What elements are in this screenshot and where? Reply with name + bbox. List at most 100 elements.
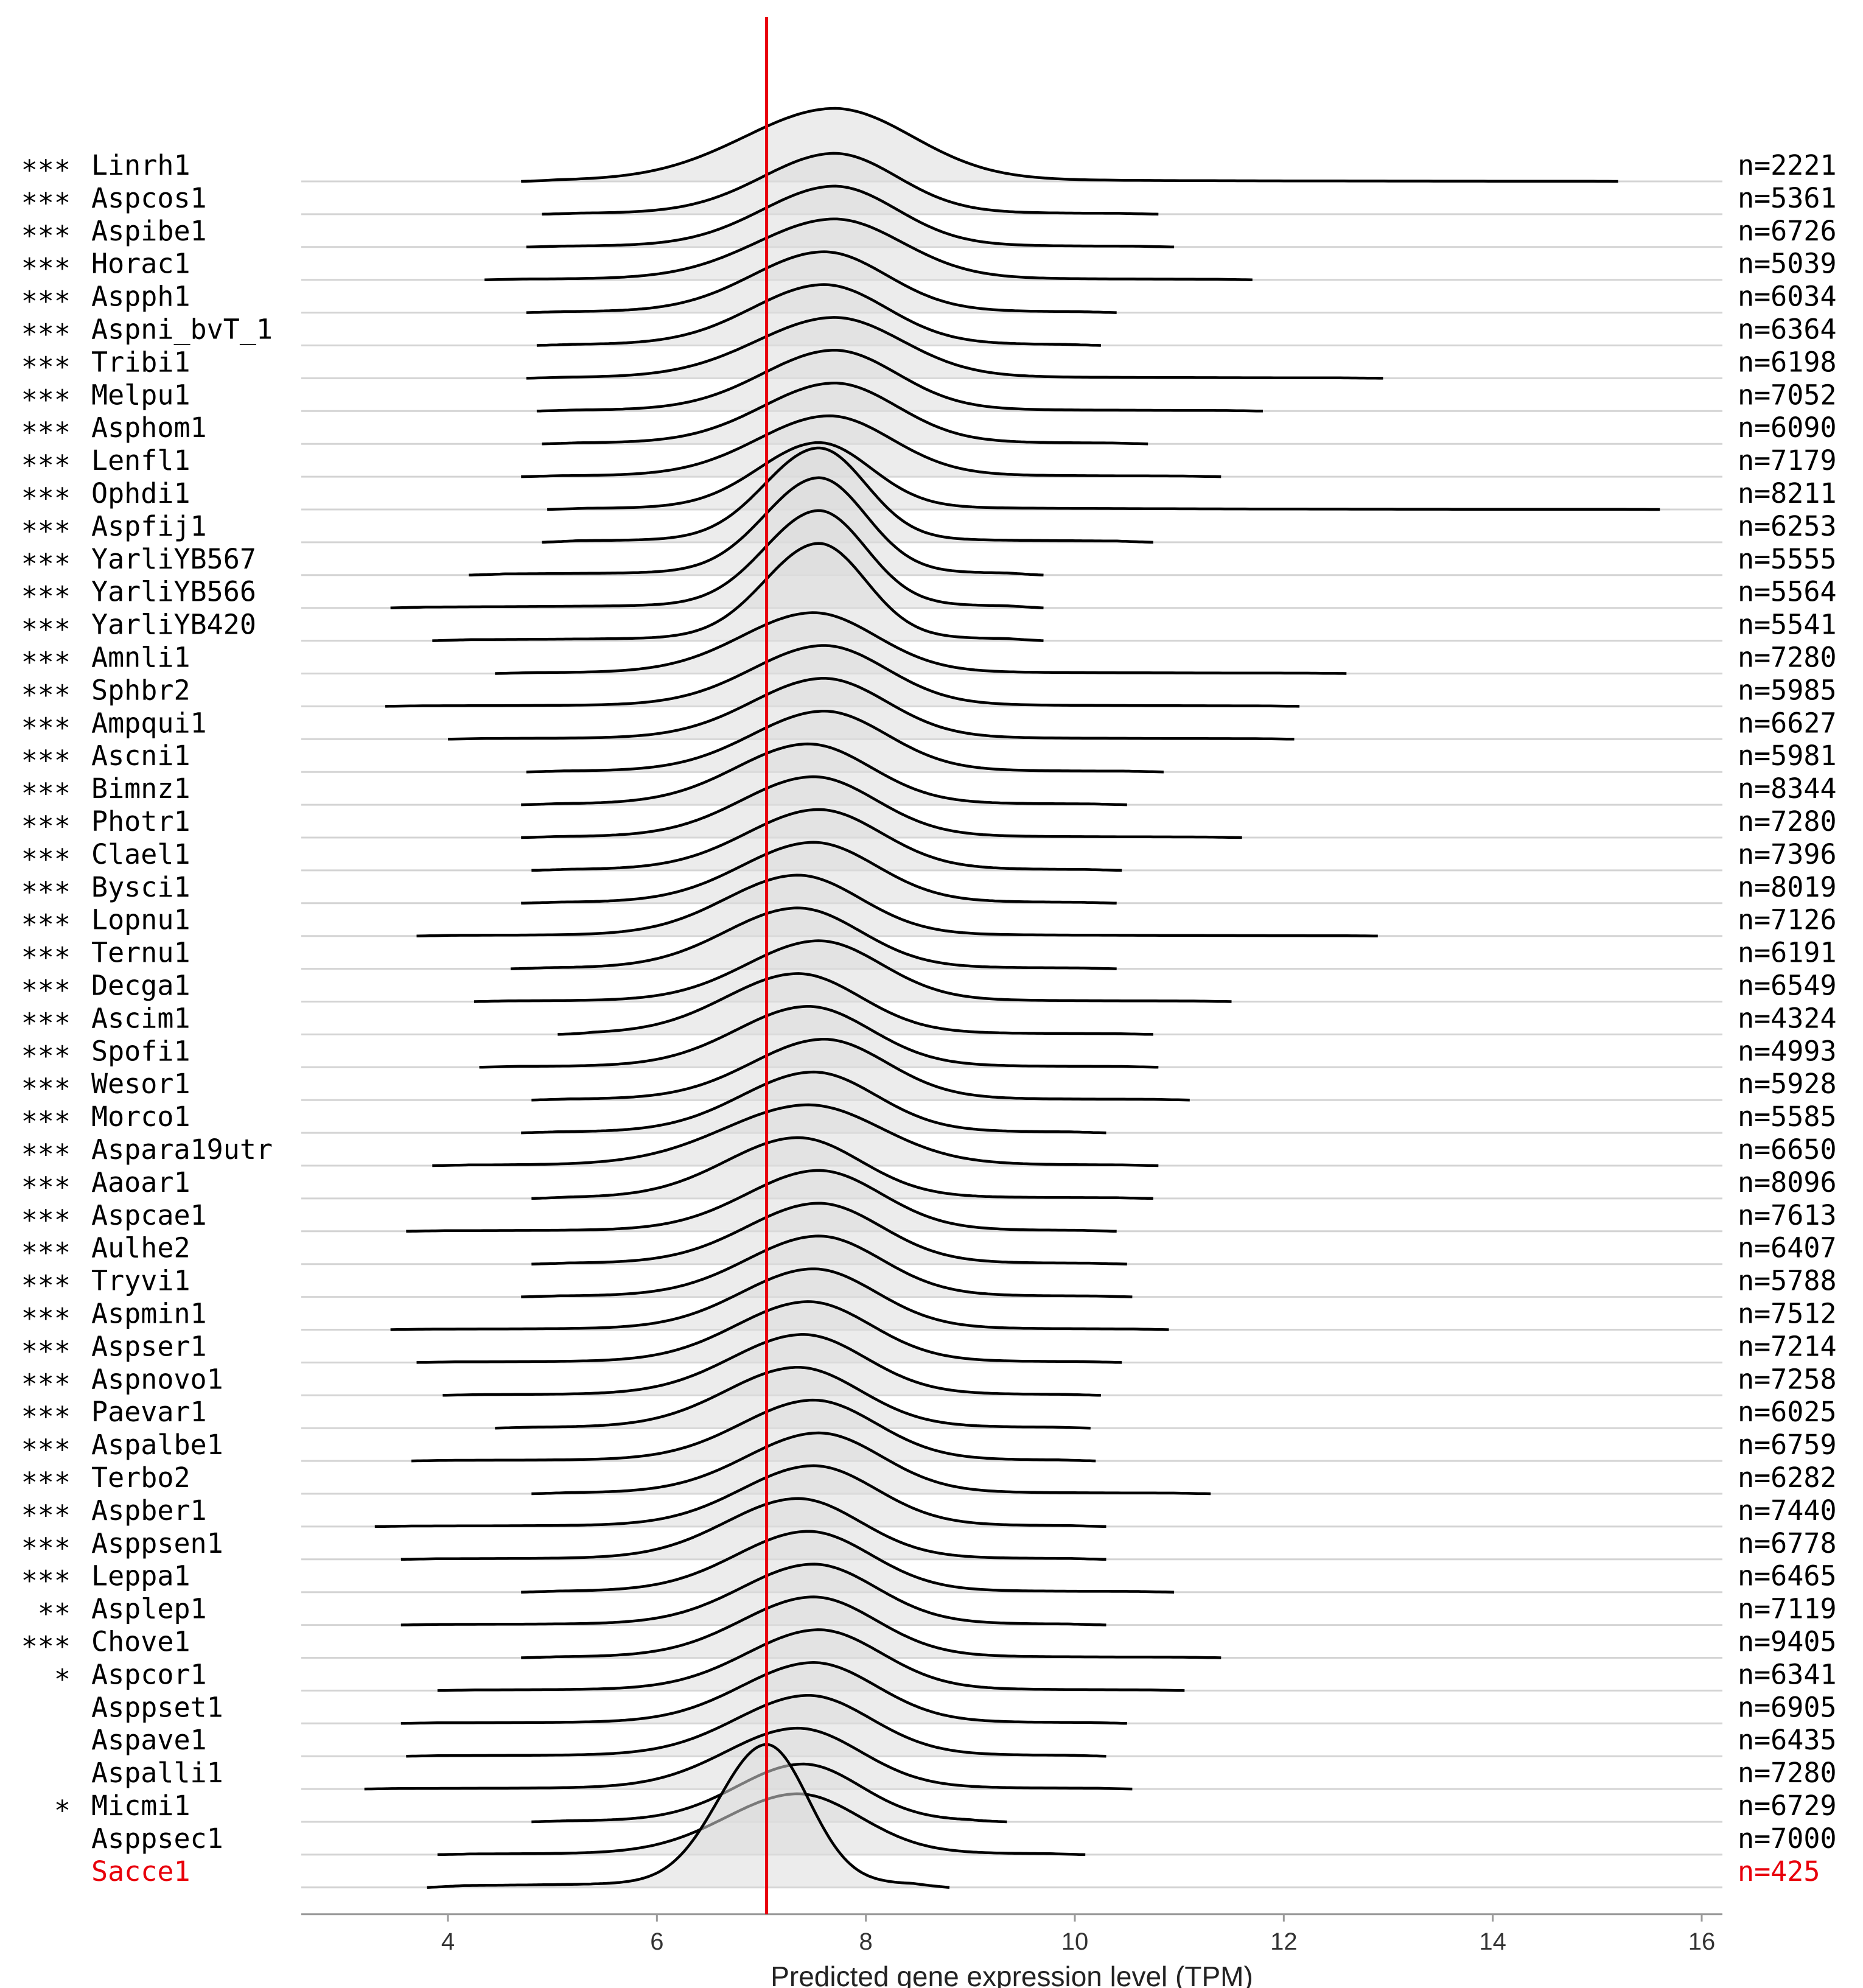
- ridge-line: [400, 1497, 1106, 1561]
- count-label: n=6191: [1738, 937, 1837, 969]
- count-label: n=5039: [1738, 248, 1837, 280]
- count-label: n=4324: [1738, 1002, 1837, 1034]
- significance-label: *: [54, 1794, 71, 1827]
- ridge-Aspnovo1: [301, 1333, 1722, 1397]
- ridge-area: [536, 350, 1263, 411]
- ridge-YarliYB567: [301, 476, 1722, 577]
- ridge-Aulhe2: [301, 1202, 1722, 1265]
- ridge-Bimnz1: [301, 742, 1722, 807]
- ridge-Aspfij1: [301, 446, 1722, 544]
- significance-label: ***: [21, 416, 71, 449]
- significance-label: ***: [21, 614, 71, 646]
- ridge-area: [521, 416, 1222, 477]
- ridge-line: [416, 873, 1378, 937]
- ridge-area: [390, 1269, 1169, 1330]
- row-label: YarliYB566: [91, 576, 256, 608]
- ridge-Decga1: [301, 939, 1722, 1003]
- row-label: Aulhe2: [91, 1232, 190, 1264]
- row-label: Ampqui1: [91, 707, 207, 739]
- ridge-line: [474, 939, 1232, 1003]
- significance-label: ***: [21, 679, 71, 711]
- row-label: Lenfl1: [91, 444, 190, 477]
- count-label: n=5981: [1738, 740, 1837, 772]
- significance-label: ***: [21, 285, 71, 318]
- significance-label: ***: [21, 909, 71, 941]
- ridge-area: [484, 219, 1253, 280]
- ridge-area: [542, 383, 1148, 444]
- count-label: n=4993: [1738, 1035, 1837, 1067]
- x-axis: 4 6 8 10 12 14 16 Predicted gene expression le…: [301, 1913, 1722, 1988]
- ridge-Chove1: [301, 1595, 1722, 1659]
- row-label: Aspni_bvT_1: [91, 313, 273, 346]
- ridge-Leppa1: [301, 1530, 1722, 1594]
- significance-label: ***: [21, 1073, 71, 1105]
- significance-label: ***: [21, 1105, 71, 1138]
- ridge-line: [526, 316, 1383, 380]
- ridge-line: [390, 1267, 1169, 1331]
- significance-label: ***: [21, 581, 71, 613]
- count-label: n=425: [1738, 1855, 1820, 1888]
- ridge-line: [427, 1743, 950, 1889]
- ridge-area: [526, 186, 1175, 247]
- row-label: Aspara19utr: [91, 1133, 273, 1166]
- ridge-line: [526, 250, 1117, 314]
- count-label: n=8344: [1738, 772, 1837, 805]
- row-label: Tribi1: [91, 346, 190, 378]
- row-label: Ascni1: [91, 740, 190, 772]
- row-label: Decga1: [91, 970, 190, 1002]
- row-label: Morco1: [91, 1101, 190, 1133]
- ridge-line: [432, 1103, 1159, 1167]
- ridge-line: [521, 1530, 1175, 1594]
- row-label: Aspmin1: [91, 1298, 207, 1330]
- ridge-area: [521, 1597, 1222, 1658]
- significance-label: ***: [21, 253, 71, 285]
- x-tick-label: 10: [1061, 1928, 1089, 1955]
- count-label: n=6435: [1738, 1724, 1837, 1756]
- ridge-area: [385, 645, 1300, 707]
- ridge-Ampqui1: [301, 677, 1722, 741]
- row-label: Chove1: [91, 1626, 190, 1658]
- ridge-area: [526, 251, 1117, 313]
- row-label: Ascim1: [91, 1002, 190, 1034]
- ridge-Aspcor1: [301, 1628, 1722, 1692]
- ridge-area: [521, 1236, 1133, 1297]
- ridge-area: [400, 1498, 1106, 1559]
- ridge-area: [531, 1433, 1211, 1494]
- ridge-area: [416, 1301, 1122, 1363]
- count-label: n=6465: [1738, 1560, 1837, 1592]
- ridge-area: [521, 777, 1242, 838]
- count-label: n=6650: [1738, 1133, 1837, 1166]
- row-label: Ophdi1: [91, 477, 190, 509]
- row-label: Asppsen1: [91, 1527, 223, 1559]
- row-label: Melpu1: [91, 379, 190, 411]
- significance-label: ***: [21, 383, 71, 416]
- ridge-line: [364, 1726, 1133, 1791]
- ridge-area: [442, 1334, 1101, 1396]
- ridge-line: [385, 644, 1300, 708]
- row-label: Asphom1: [91, 411, 207, 444]
- ridge-Amnli1: [301, 611, 1722, 675]
- ridge-line: [521, 1595, 1222, 1659]
- ridge-Lopnu1: [301, 873, 1722, 937]
- count-label: n=6282: [1738, 1461, 1837, 1494]
- ridge-line: [521, 841, 1117, 905]
- ridge-Aspalbe1: [301, 1398, 1722, 1463]
- ridge-line: [558, 972, 1153, 1036]
- ridge-area: [411, 1400, 1096, 1461]
- row-label: Spofi1: [91, 1035, 190, 1067]
- row-label: Aspph1: [91, 281, 190, 313]
- ridge-line: [531, 808, 1122, 872]
- ridge-area: [406, 1170, 1117, 1231]
- ridge-area: [531, 1039, 1190, 1101]
- count-label: n=6905: [1738, 1691, 1837, 1723]
- count-label: n=6198: [1738, 346, 1837, 378]
- ridge-area: [432, 543, 1044, 641]
- count-label: n=6341: [1738, 1658, 1837, 1690]
- ridge-line: [495, 611, 1347, 675]
- ridge-line: [542, 446, 1153, 544]
- ridge-area: [474, 940, 1232, 1002]
- row-label: Leppa1: [91, 1560, 190, 1592]
- ridge-Sphbr2: [301, 644, 1722, 708]
- significance-label: ***: [21, 187, 71, 219]
- count-label: n=6729: [1738, 1790, 1837, 1822]
